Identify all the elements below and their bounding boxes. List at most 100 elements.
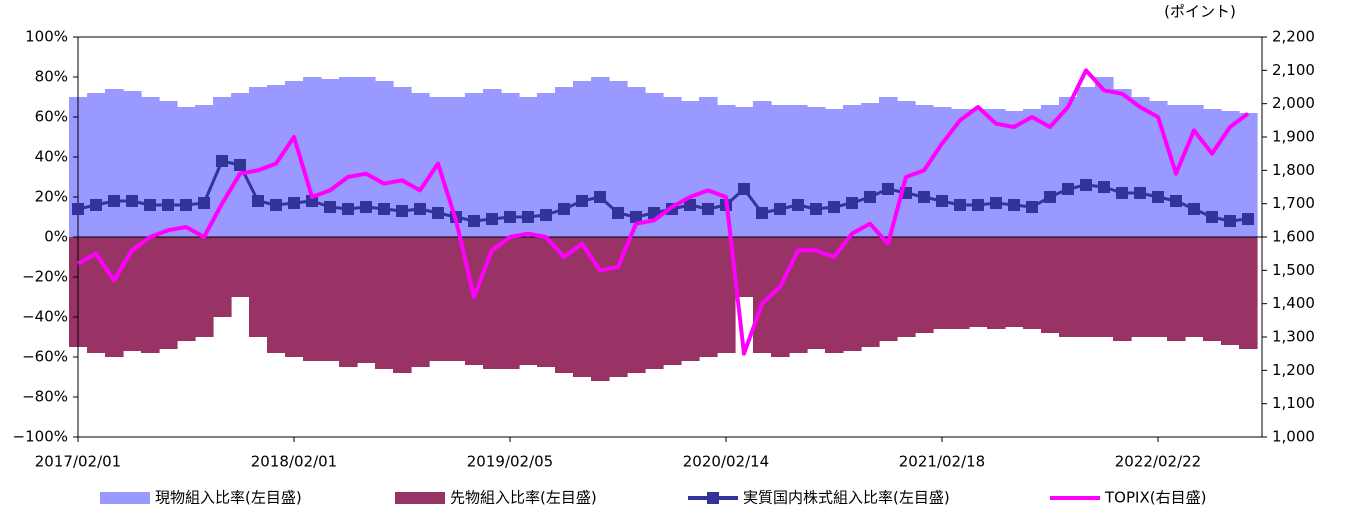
x-tick-label: 2018/02/01 xyxy=(251,453,337,471)
bar xyxy=(609,237,628,377)
bar xyxy=(231,237,250,297)
bar xyxy=(645,93,664,237)
bar xyxy=(627,87,646,237)
bar xyxy=(555,87,574,237)
bar xyxy=(1041,237,1060,333)
marker xyxy=(216,155,228,167)
bar xyxy=(573,237,592,377)
marker xyxy=(522,211,534,223)
y2-tick-label: 1,900 xyxy=(1272,128,1315,146)
bar xyxy=(771,105,790,237)
marker xyxy=(270,199,282,211)
marker xyxy=(1044,191,1056,203)
bar xyxy=(843,105,862,237)
bar xyxy=(465,93,484,237)
marker xyxy=(1062,183,1074,195)
marker xyxy=(504,211,516,223)
lines xyxy=(72,68,1254,356)
bar xyxy=(447,237,466,361)
bar xyxy=(321,79,340,237)
y-tick-label: −40% xyxy=(22,308,68,326)
y-tick-label: 20% xyxy=(35,188,68,206)
bar xyxy=(879,97,898,237)
bar xyxy=(1023,109,1042,237)
bar xyxy=(87,93,106,237)
marker xyxy=(468,215,480,227)
y-tick-label: −20% xyxy=(22,268,68,286)
marker xyxy=(936,195,948,207)
marker xyxy=(1242,213,1254,225)
bar xyxy=(159,237,178,349)
bar xyxy=(393,237,412,373)
bar xyxy=(519,237,538,365)
x-tick-label: 2021/02/18 xyxy=(899,453,985,471)
bar xyxy=(1077,237,1096,337)
bar xyxy=(681,101,700,237)
bar xyxy=(609,81,628,237)
bar xyxy=(1113,89,1132,237)
marker xyxy=(882,183,894,195)
bar xyxy=(123,91,142,237)
bar xyxy=(429,237,448,361)
bar xyxy=(807,237,826,349)
marker xyxy=(180,199,192,211)
y2-tick-label: 1,000 xyxy=(1272,428,1315,446)
bar xyxy=(1185,237,1204,337)
bar xyxy=(771,237,790,357)
bar xyxy=(663,97,682,237)
marker xyxy=(108,195,120,207)
bar xyxy=(483,237,502,369)
bar xyxy=(375,237,394,369)
y-tick-label: 0% xyxy=(44,228,68,246)
bar xyxy=(591,77,610,237)
marker xyxy=(252,195,264,207)
marker xyxy=(612,207,624,219)
y-tick-label: −60% xyxy=(22,348,68,366)
bar xyxy=(861,237,880,347)
marker xyxy=(810,203,822,215)
marker xyxy=(738,183,750,195)
marker xyxy=(702,203,714,215)
bar xyxy=(645,237,664,369)
marker xyxy=(126,195,138,207)
marker xyxy=(774,203,786,215)
legend-swatch xyxy=(395,492,445,504)
marker xyxy=(918,191,930,203)
marker xyxy=(1098,181,1110,193)
legend-marker xyxy=(707,492,719,504)
legend-label: TOPIX(右目盛) xyxy=(1104,489,1206,507)
y2-tick-label: 1,600 xyxy=(1272,228,1315,246)
bar xyxy=(861,103,880,237)
marker xyxy=(1188,203,1200,215)
marker xyxy=(162,199,174,211)
marker xyxy=(1008,199,1020,211)
bar xyxy=(357,237,376,363)
bar xyxy=(285,237,304,357)
bar xyxy=(879,237,898,341)
line xyxy=(77,68,1250,356)
bar xyxy=(933,237,952,329)
bar xyxy=(537,237,556,367)
bar xyxy=(537,93,556,237)
bar xyxy=(753,237,772,353)
marker xyxy=(234,159,246,171)
legend-label: 先物組入比率(左目盛) xyxy=(450,489,597,507)
bar xyxy=(339,237,358,367)
bar xyxy=(141,97,160,237)
bar xyxy=(465,237,484,365)
marker xyxy=(288,197,300,209)
y2-tick-label: 1,800 xyxy=(1272,161,1315,179)
bar xyxy=(789,237,808,353)
y-tick-label: −100% xyxy=(13,428,68,446)
marker xyxy=(1116,187,1128,199)
bar xyxy=(1095,77,1114,237)
marker xyxy=(594,191,606,203)
bar xyxy=(789,105,808,237)
bar xyxy=(141,237,160,353)
bar xyxy=(915,237,934,333)
marker xyxy=(432,207,444,219)
bar xyxy=(1059,97,1078,237)
bar xyxy=(591,237,610,381)
bar xyxy=(933,107,952,237)
marker xyxy=(144,199,156,211)
